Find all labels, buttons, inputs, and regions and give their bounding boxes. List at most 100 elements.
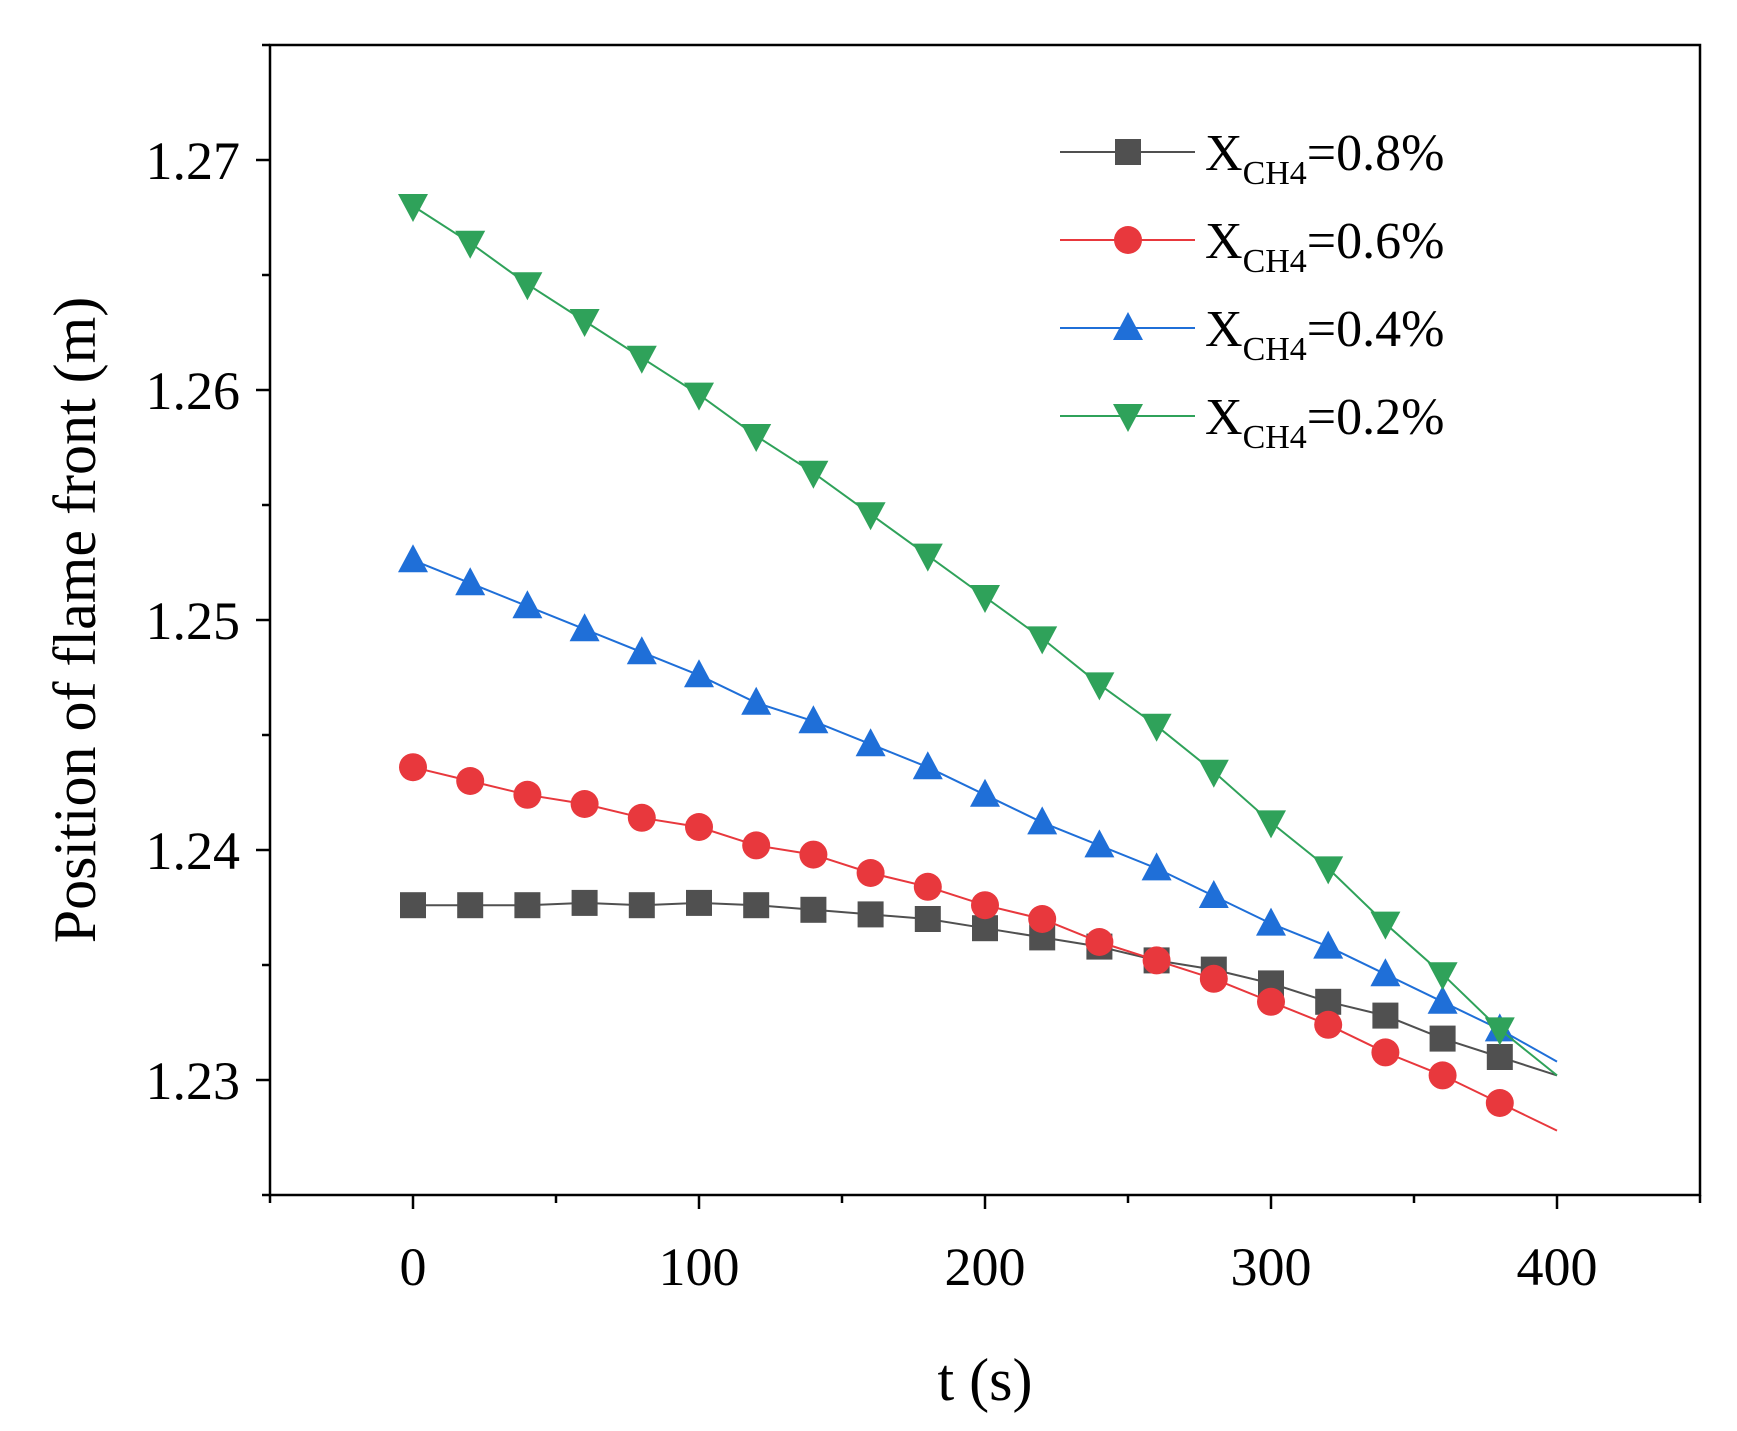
data-point: [399, 753, 427, 782]
legend-label: XCH4=0.8%: [1205, 125, 1444, 192]
data-point: [1315, 988, 1342, 1015]
legend-marker: [1115, 139, 1141, 165]
data-point: [1370, 911, 1401, 940]
data-point: [856, 859, 885, 887]
data-point: [457, 892, 484, 919]
data-point: [1084, 672, 1115, 701]
x-tick-label: 400: [1517, 1237, 1598, 1297]
legend-marker: [1113, 312, 1143, 340]
data-point: [1198, 880, 1229, 908]
data-point: [628, 892, 655, 919]
data-point: [1371, 1038, 1400, 1067]
data-point: [1028, 905, 1057, 933]
data-point: [1427, 985, 1458, 1014]
y-tick-label: 1.25: [146, 591, 241, 651]
data-point: [800, 896, 827, 923]
legend-label: XCH4=0.2%: [1205, 389, 1444, 456]
series-line: [412, 766, 1558, 1132]
y-axis-title: Position of flame front (m): [42, 297, 108, 944]
data-point: [569, 309, 600, 337]
legend: XCH4=0.8% XCH4=0.6% XCH4=0.4% XCH4=0.2%: [1060, 125, 1444, 456]
series-4: [398, 194, 1558, 1077]
series-1: [400, 889, 1558, 1077]
data-point: [570, 790, 599, 818]
data-point: [1485, 1089, 1514, 1117]
y-tick-label: 1.26: [146, 361, 241, 421]
series-layer: [398, 194, 1558, 1132]
data-point: [741, 686, 772, 715]
data-point: [455, 230, 486, 259]
x-tick-label: 300: [1231, 1237, 1312, 1297]
data-point: [1314, 1010, 1343, 1039]
data-point: [512, 590, 543, 619]
data-point: [514, 892, 541, 919]
x-tick-label: 200: [945, 1237, 1026, 1297]
legend-label: XCH4=0.4%: [1205, 301, 1444, 368]
legend-marker: [1114, 226, 1142, 254]
data-point: [1486, 1044, 1513, 1070]
data-point: [455, 567, 486, 596]
data-point: [798, 705, 829, 734]
legend-entry-3: XCH4=0.4%: [1060, 301, 1444, 368]
data-point: [1084, 829, 1115, 858]
data-point: [512, 272, 543, 301]
data-point: [743, 892, 770, 919]
legend-entry-1: XCH4=0.8%: [1060, 125, 1444, 192]
data-point: [684, 659, 714, 688]
x-tick-label: 0: [400, 1237, 427, 1297]
data-point: [400, 892, 426, 919]
data-point: [742, 831, 771, 860]
data-point: [1313, 856, 1344, 885]
data-point: [1085, 928, 1114, 956]
data-point: [686, 889, 712, 916]
data-point: [970, 778, 1000, 807]
data-point: [914, 906, 941, 932]
axes: 0 100 200 300 400 1.23 1.24 1.25 1.26 1.27: [146, 43, 1702, 1297]
data-point: [1256, 907, 1286, 936]
data-point: [855, 502, 886, 531]
x-axis-title: t (s): [938, 1347, 1033, 1413]
data-point: [1198, 759, 1229, 788]
data-point: [971, 891, 999, 920]
data-point: [912, 751, 943, 780]
data-point: [571, 889, 598, 916]
data-point: [1257, 987, 1285, 1016]
data-point: [626, 636, 657, 665]
data-point: [913, 872, 942, 901]
data-point: [1372, 1002, 1399, 1029]
data-point: [1141, 852, 1172, 881]
data-point: [972, 915, 998, 942]
data-point: [1027, 626, 1058, 655]
data-point: [398, 194, 428, 222]
data-point: [626, 345, 657, 374]
data-point: [1484, 1017, 1515, 1046]
data-point: [1428, 1061, 1457, 1090]
data-point: [857, 901, 884, 928]
data-point: [741, 424, 772, 452]
data-point: [798, 460, 829, 489]
y-tick-label: 1.23: [146, 1051, 241, 1111]
legend-label: XCH4=0.6%: [1205, 213, 1444, 280]
data-point: [970, 585, 1000, 613]
data-point: [1370, 958, 1401, 987]
data-point: [627, 803, 656, 832]
data-point: [1141, 713, 1172, 742]
data-point: [684, 382, 714, 411]
data-point: [1256, 810, 1286, 839]
data-point: [1429, 1025, 1456, 1052]
data-point: [855, 728, 886, 757]
legend-entry-2: XCH4=0.6%: [1060, 213, 1444, 280]
data-point: [1313, 930, 1344, 959]
series-2: [399, 753, 1558, 1132]
data-point: [398, 544, 428, 573]
legend-entry-4: XCH4=0.2%: [1060, 389, 1444, 456]
data-point: [1142, 946, 1171, 975]
data-point: [912, 543, 943, 572]
data-point: [1427, 962, 1458, 991]
data-point: [685, 813, 713, 841]
legend-marker: [1113, 404, 1143, 432]
data-point: [1027, 806, 1058, 835]
y-tick-label: 1.27: [146, 131, 241, 191]
x-tick-label: 100: [659, 1237, 740, 1297]
